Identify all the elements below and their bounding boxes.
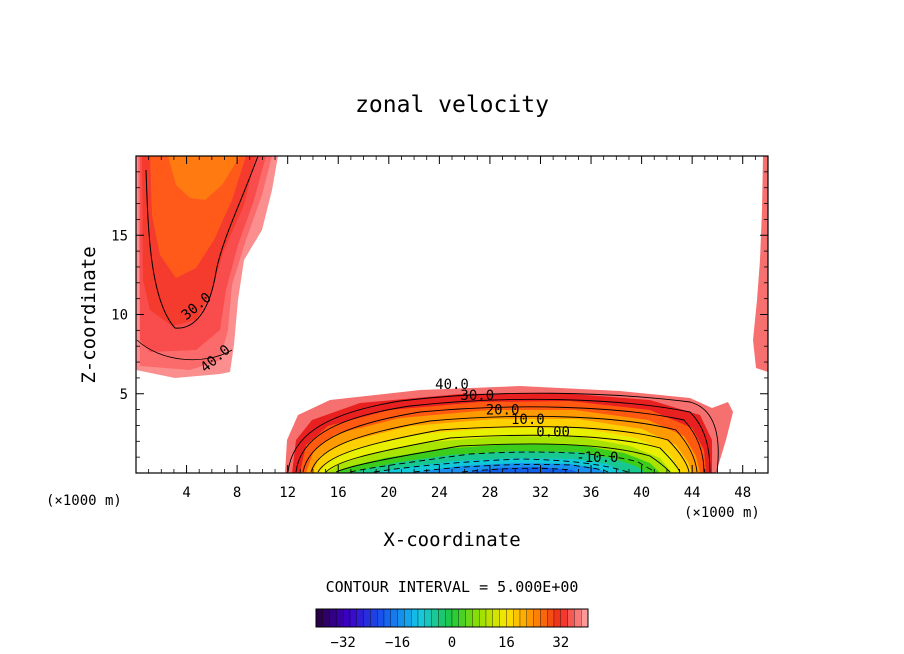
x-tick-label: 24	[431, 485, 448, 501]
y-tick-label: 5	[120, 387, 128, 403]
colorbar-swatch	[451, 608, 459, 628]
y-tick-label: 15	[111, 228, 128, 244]
contour-label: -10.0	[576, 450, 618, 466]
colorbar: −32 −16 0 16 32	[315, 608, 589, 651]
x-tick-label: 32	[532, 485, 549, 501]
y-axis-label: Z-coordinate	[78, 246, 100, 383]
colorbar-swatch	[547, 608, 555, 628]
colorbar-swatch	[540, 608, 548, 628]
colorbar-swatch	[472, 608, 480, 628]
contour-label: 30.0	[460, 388, 494, 404]
colorbar-swatches	[315, 608, 589, 628]
colorbar-swatch	[349, 608, 357, 628]
colorbar-tick-label: 0	[448, 635, 456, 651]
x-tick-label: 36	[583, 485, 600, 501]
jet-level-6	[168, 156, 240, 200]
colorbar-tick-label: −32	[331, 635, 356, 651]
x-tick-label: 8	[233, 485, 241, 501]
jet-level-5	[150, 156, 246, 278]
colorbar-swatch	[499, 608, 507, 628]
colorbar-swatch	[513, 608, 521, 628]
colorbar-tick-label: 32	[552, 635, 569, 651]
colorbar-swatch	[526, 608, 534, 628]
colorbar-swatch	[424, 608, 432, 628]
colorbar-swatch	[377, 608, 385, 628]
right-strip	[753, 156, 768, 372]
colorbar-swatch	[383, 608, 391, 628]
colorbar-ticks: −32 −16 0 16 32	[331, 635, 570, 651]
dome-level-12	[462, 467, 580, 473]
plot-area	[136, 156, 768, 473]
colorbar-swatch	[553, 608, 561, 628]
x-unit-right: (×1000 m)	[684, 505, 760, 521]
colorbar-swatch	[485, 608, 493, 628]
colorbar-swatch	[458, 608, 466, 628]
y-axis-ticks: 5 10 15	[111, 171, 768, 458]
colorbar-swatch	[370, 608, 378, 628]
colorbar-swatch	[438, 608, 446, 628]
contour-label: 40.0	[435, 377, 469, 393]
x-tick-label: 28	[481, 485, 498, 501]
colorbar-swatch	[465, 608, 473, 628]
colorbar-swatch	[417, 608, 425, 628]
x-tick-label: 44	[684, 485, 701, 501]
jet-contour-outer	[136, 339, 233, 361]
x-tick-label: 48	[734, 485, 751, 501]
x-tick-label: 4	[182, 485, 190, 501]
colorbar-swatch	[329, 608, 337, 628]
x-tick-label: 20	[380, 485, 397, 501]
colorbar-tick-label: −16	[385, 635, 410, 651]
colorbar-swatch	[343, 608, 351, 628]
colorbar-swatch	[356, 608, 364, 628]
x-tick-label: 40	[633, 485, 650, 501]
colorbar-swatch	[519, 608, 527, 628]
colorbar-swatch	[404, 608, 412, 628]
x-tick-label: 12	[279, 485, 296, 501]
x-tick-label: 16	[330, 485, 347, 501]
colorbar-swatch	[560, 608, 568, 628]
contour-label: 10.0	[511, 412, 545, 428]
chart-title: zonal velocity	[355, 92, 549, 118]
colorbar-swatch	[492, 608, 500, 628]
colorbar-swatch	[336, 608, 344, 628]
colorbar-frame	[315, 608, 589, 628]
colorbar-swatch	[431, 608, 439, 628]
filled-contours	[136, 156, 768, 473]
dome-contour-lines	[287, 392, 719, 473]
colorbar-swatch	[322, 608, 330, 628]
colorbar-swatch	[397, 608, 405, 628]
colorbar-swatch	[363, 608, 371, 628]
contour-interval-text: CONTOUR INTERVAL = 5.000E+00	[326, 578, 579, 596]
colorbar-swatch	[445, 608, 453, 628]
colorbar-swatch	[581, 608, 589, 628]
jet-contour	[145, 156, 259, 329]
colorbar-swatch	[479, 608, 487, 628]
contour-label: 0.00	[536, 425, 570, 441]
colorbar-tick-label: 16	[498, 635, 515, 651]
colorbar-swatch	[574, 608, 582, 628]
x-axis-ticks: 4 8 12 16 20 24 28 32 36 40 44 48	[148, 156, 756, 501]
x-unit-left: (×1000 m)	[46, 493, 122, 509]
colorbar-swatch	[533, 608, 541, 628]
y-tick-label: 10	[111, 308, 128, 324]
contour-label: 20.0	[486, 402, 520, 418]
colorbar-swatch	[567, 608, 575, 628]
colorbar-swatch	[506, 608, 514, 628]
x-axis-label: X-coordinate	[383, 529, 520, 551]
colorbar-swatch	[411, 608, 419, 628]
colorbar-swatch	[315, 608, 323, 628]
colorbar-swatch	[390, 608, 398, 628]
